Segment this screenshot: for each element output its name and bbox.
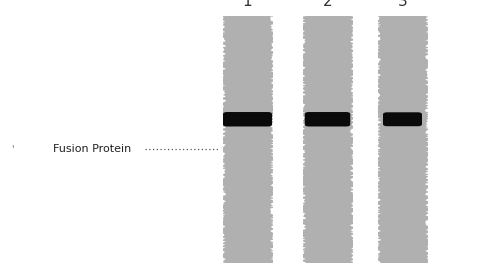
FancyBboxPatch shape — [223, 112, 272, 126]
Text: 1: 1 — [242, 0, 252, 9]
Text: 2: 2 — [322, 0, 332, 9]
Bar — [378, 16, 428, 263]
FancyBboxPatch shape — [305, 112, 350, 126]
Bar — [302, 16, 352, 263]
Text: ': ' — [11, 144, 14, 154]
Text: 3: 3 — [398, 0, 407, 9]
Text: Fusion Protein: Fusion Protein — [54, 144, 132, 154]
FancyBboxPatch shape — [383, 112, 422, 126]
Bar — [222, 16, 272, 263]
